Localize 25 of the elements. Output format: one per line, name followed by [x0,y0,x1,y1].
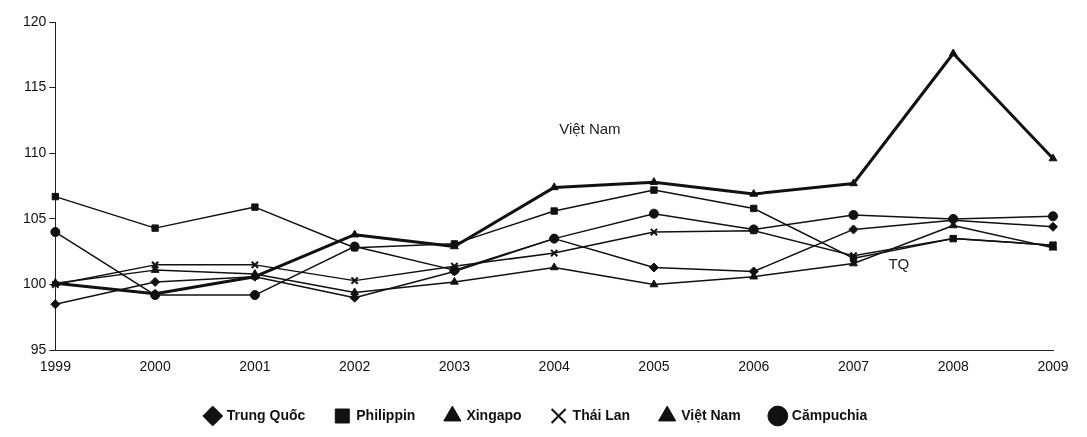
x-tick-label: 2000 [139,358,171,375]
y-tick-label: 110 [24,144,47,161]
x-tick-label: 2009 [1037,358,1069,375]
y-tick-label: 100 [23,275,47,292]
x-tick-label: 2002 [339,358,371,375]
x-tick-label: 2001 [239,358,271,375]
legend-label: Trung Quốc [226,406,306,423]
legend-label: Philippin [356,406,416,423]
x-tick-label: 2006 [738,358,770,375]
legend-label: Cămpuchia [791,406,868,423]
y-tick-label: 95 [30,341,47,358]
x-tick-label: 1999 [39,358,72,375]
legend-label: Thái Lan [572,406,631,423]
x-tick-label: 2003 [438,358,471,375]
x-tick-label: 2007 [837,358,870,375]
legend-label: Việt Nam [681,406,741,423]
annotation: TQ [888,255,910,273]
y-tick-label: 120 [23,12,47,29]
x-tick-label: 2004 [538,358,570,375]
y-tick-label: 105 [23,209,47,226]
x-tick-label: 2008 [937,358,970,375]
y-tick-label: 115 [24,78,47,95]
annotation: Việt Nam [559,120,621,138]
x-tick-label: 2005 [638,358,670,375]
legend-label: Xingapo [466,406,522,423]
